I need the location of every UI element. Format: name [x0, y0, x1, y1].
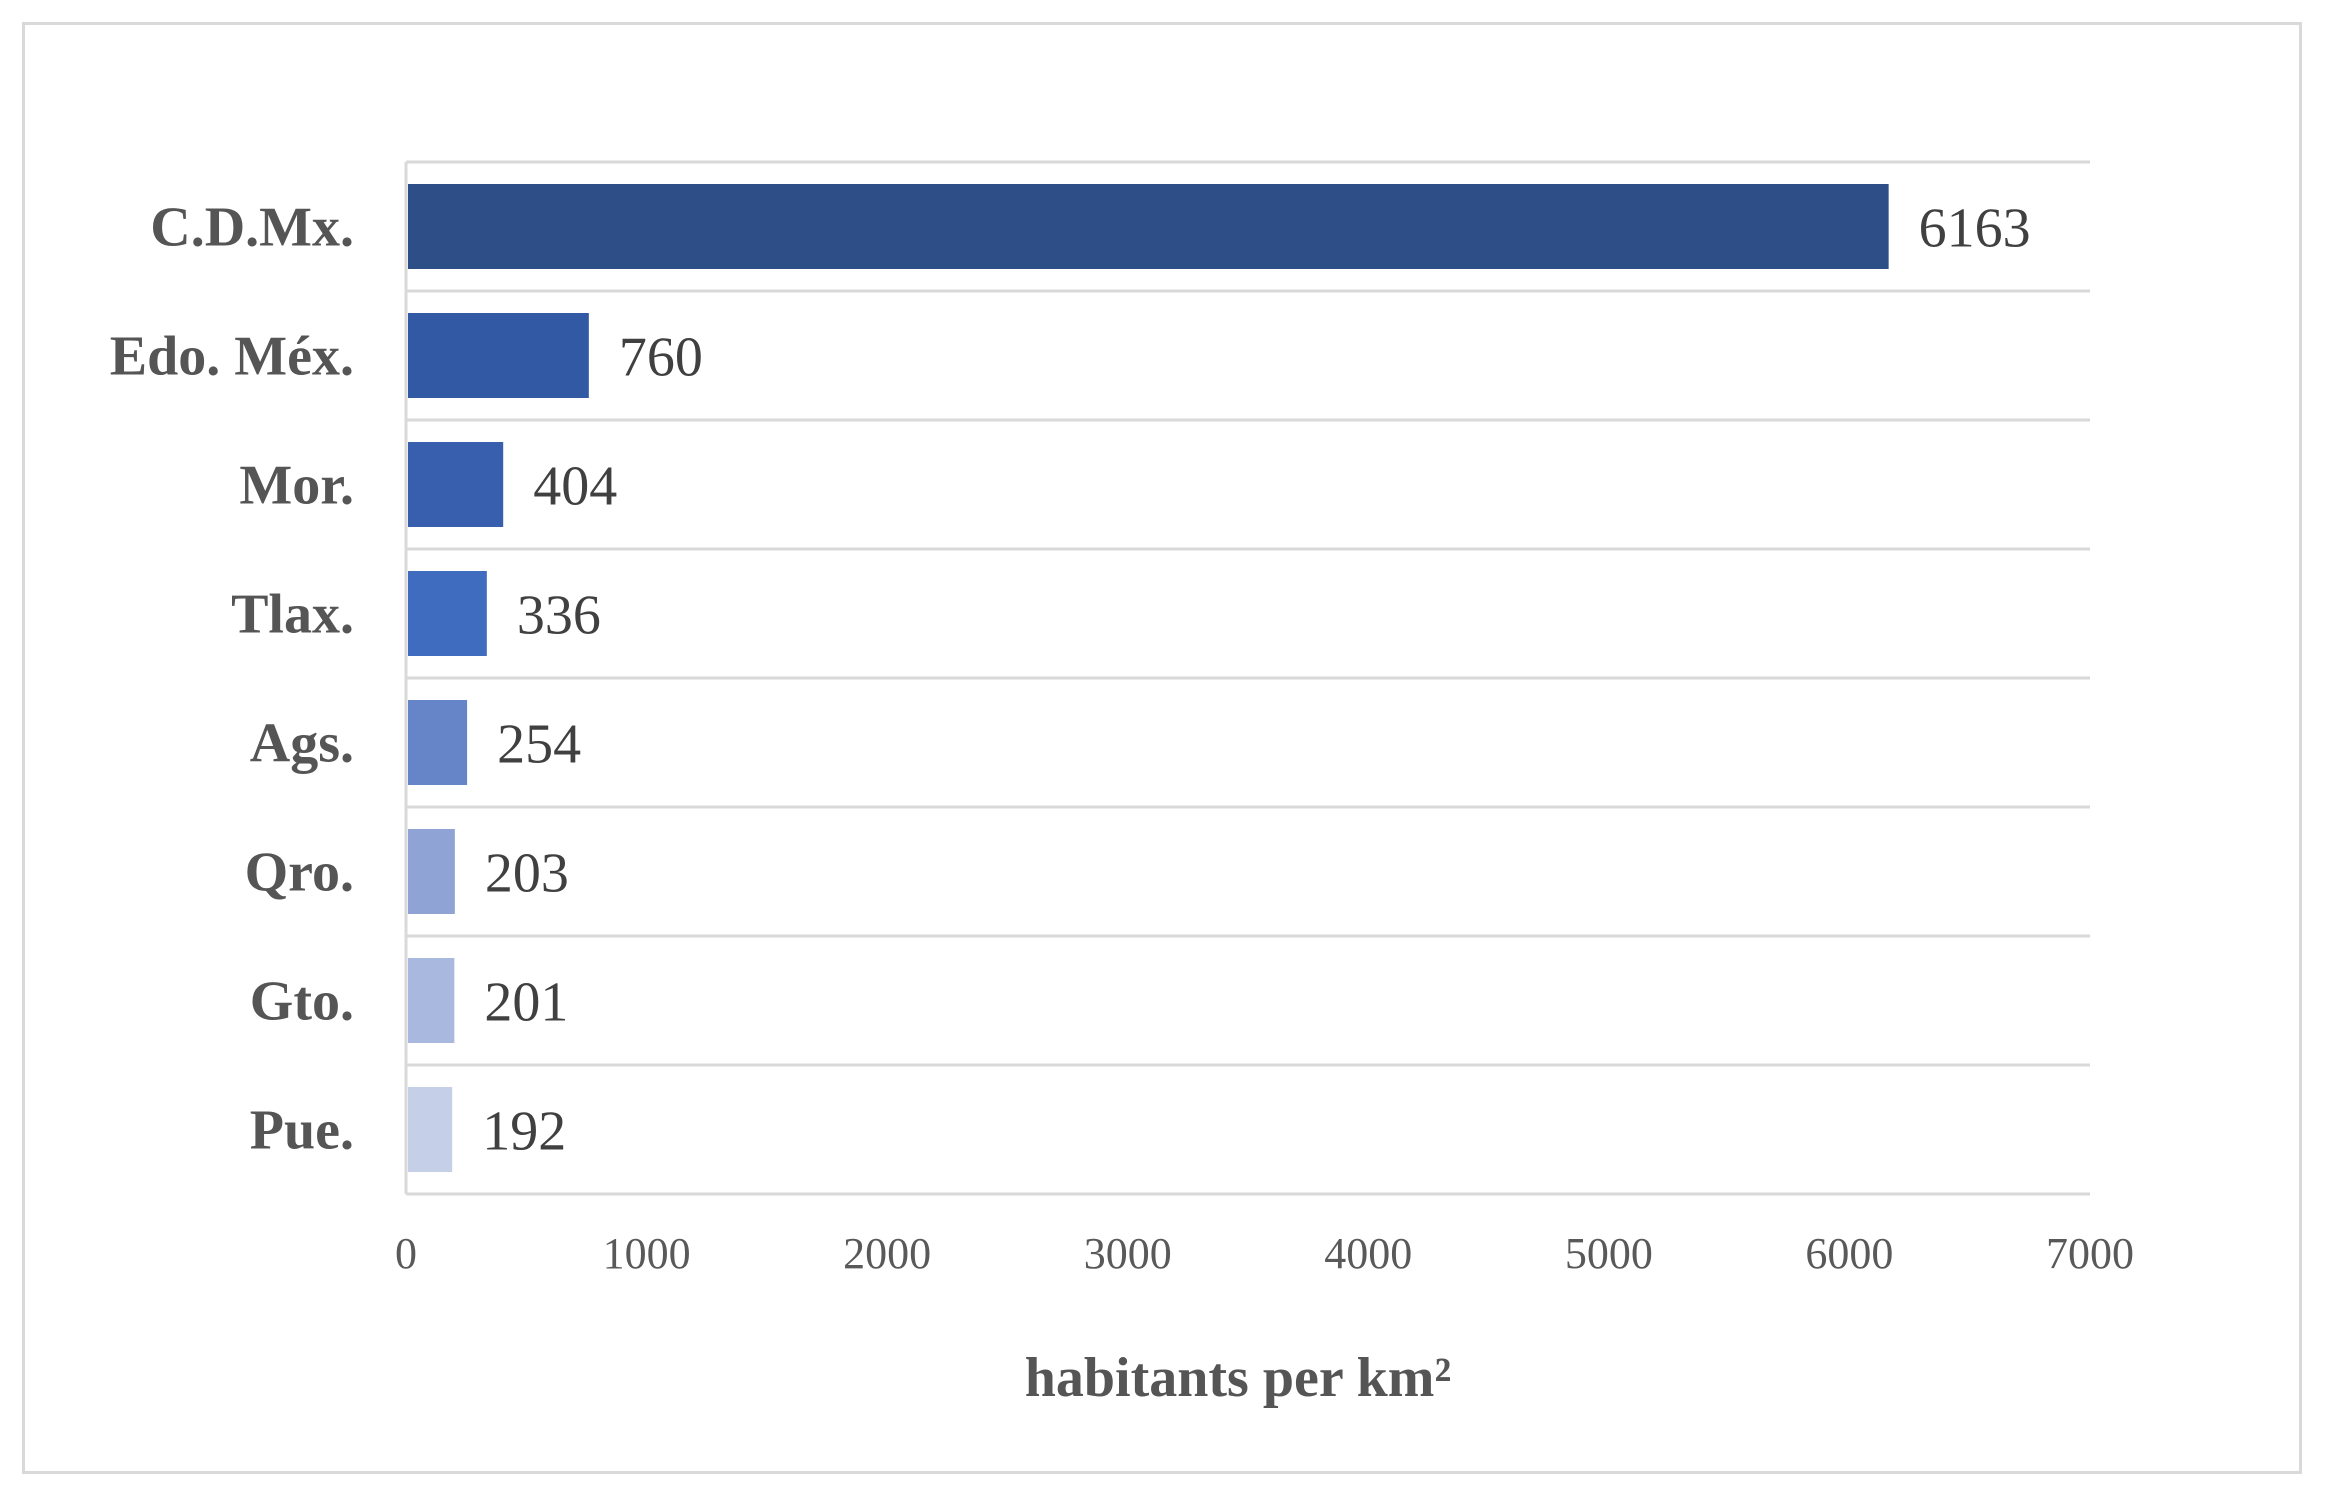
data-label: 192 — [482, 1101, 566, 1163]
x-tick-label: 0 — [395, 1229, 417, 1278]
category-label: C.D.Mx. — [150, 197, 354, 259]
bar — [408, 958, 455, 1043]
bar — [408, 184, 1889, 269]
category-label: Tlax. — [231, 584, 354, 646]
data-label: 336 — [517, 585, 601, 647]
data-label: 201 — [484, 972, 568, 1034]
x-tick-label: 2000 — [843, 1229, 931, 1278]
category-label: Ags. — [250, 713, 354, 775]
data-label: 203 — [485, 843, 569, 905]
bar — [408, 829, 455, 914]
data-label: 404 — [533, 456, 617, 518]
x-tick-label: 6000 — [1805, 1229, 1893, 1278]
x-tick-label: 3000 — [1084, 1229, 1172, 1278]
category-label: Edo. Méx. — [110, 326, 354, 388]
x-tick-label: 1000 — [603, 1229, 691, 1278]
category-labels: C.D.Mx. Edo. Méx. Mor. Tlax. Ags. Qro. Gto. Pue… — [110, 197, 354, 1162]
grid-lines — [404, 160, 2090, 1196]
x-tick-labels: 0 1000 2000 3000 4000 5000 6000 7000 — [395, 1229, 2134, 1278]
category-label: Mor. — [239, 455, 354, 517]
x-tick-label: 7000 — [2046, 1229, 2134, 1278]
data-label: 760 — [619, 327, 703, 389]
x-tick-label: 4000 — [1324, 1229, 1412, 1278]
category-label: Pue. — [250, 1100, 354, 1162]
bar — [408, 1087, 453, 1172]
bar — [408, 700, 468, 785]
bar — [408, 442, 504, 527]
x-tick-label: 5000 — [1565, 1229, 1653, 1278]
data-labels: 6163 760 404 336 254 203 201 192 — [482, 198, 2030, 1163]
category-label: Qro. — [245, 842, 354, 904]
data-label: 6163 — [1919, 198, 2031, 260]
category-label: Gto. — [250, 971, 354, 1033]
x-axis-title: habitants per km² — [1025, 1347, 1452, 1409]
bars — [408, 184, 1889, 1172]
data-label: 254 — [497, 714, 581, 776]
bar — [408, 571, 487, 656]
bar — [408, 313, 589, 398]
